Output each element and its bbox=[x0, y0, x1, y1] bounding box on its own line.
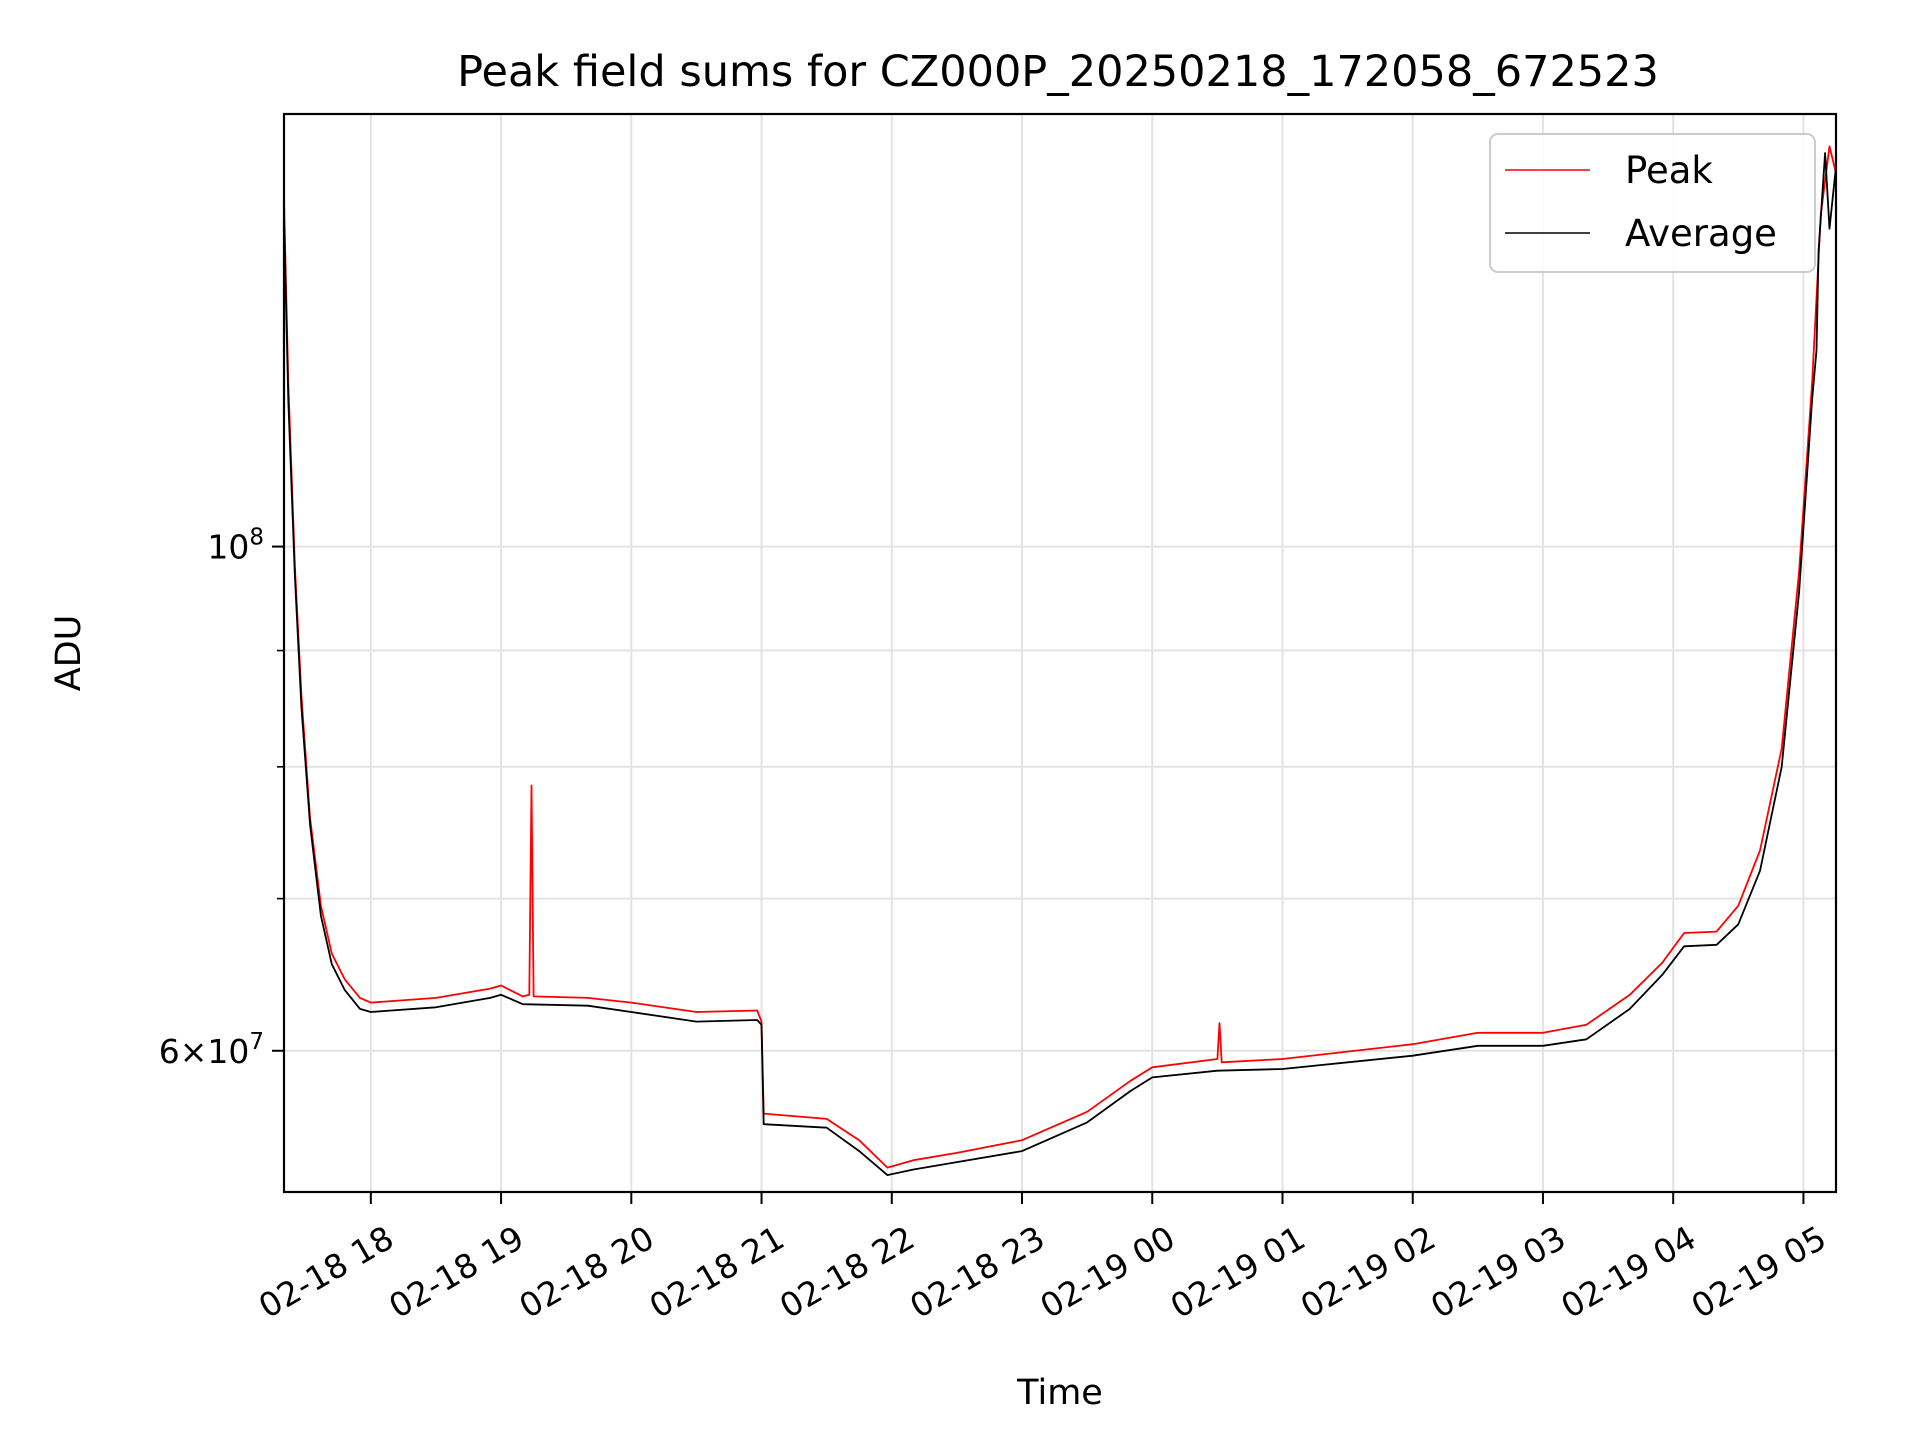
y-tick-label: 108 bbox=[207, 525, 264, 567]
series-group bbox=[283, 145, 1837, 1176]
chart-title: Peak field sums for CZ000P_20250218_1720… bbox=[457, 47, 1659, 97]
plot-frame bbox=[282, 112, 1838, 1194]
legend-box bbox=[1489, 133, 1816, 273]
y-axis: 108 6×107 bbox=[159, 525, 284, 1071]
series-line-peak bbox=[283, 145, 1837, 1169]
legend-label-peak: Peak bbox=[1625, 149, 1713, 192]
legend: Peak Average bbox=[1489, 133, 1816, 273]
y-tick-label: 6×107 bbox=[159, 1029, 264, 1071]
x-axis-label: Time bbox=[1016, 1373, 1103, 1413]
series-line-average bbox=[283, 152, 1837, 1176]
grid bbox=[284, 114, 1836, 1192]
y-axis-label: ADU bbox=[49, 615, 89, 692]
legend-label-average: Average bbox=[1625, 212, 1777, 255]
